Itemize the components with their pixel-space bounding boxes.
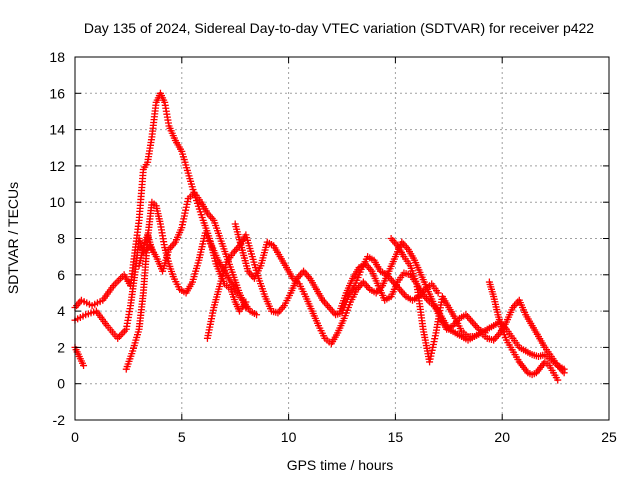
series-track-10 [135,231,156,270]
y-tick-label: 10 [49,194,65,210]
y-tick-label: 2 [57,339,65,355]
y-tick-label: 12 [49,158,65,174]
x-tick-label: 5 [178,429,186,445]
y-axis-label: SDTVAR / TECUs [5,182,21,294]
series-track-1 [71,89,250,315]
x-axis-label: GPS time / hours [287,457,394,473]
series-track-5 [203,231,442,342]
data-point [148,245,156,253]
data-points [71,89,568,384]
data-point [253,311,261,319]
series-track-8 [387,235,568,377]
y-tick-label: 16 [49,85,65,101]
series-track-4 [122,198,261,373]
y-tick-label: 6 [57,267,65,283]
x-tick-label: 25 [601,429,617,445]
x-tick-label: 10 [281,429,297,445]
data-point [434,289,442,297]
series-track-9 [485,278,562,384]
chart-title: Day 135 of 2024, Sidereal Day-to-day VTE… [84,20,594,36]
data-point [80,362,88,370]
x-tick-label: 15 [388,429,404,445]
x-axis-ticks: 0 5 10 15 20 25 [71,57,617,445]
y-tick-label: -2 [53,412,66,428]
y-tick-label: 0 [57,376,65,392]
y-tick-label: 8 [57,231,65,247]
data-point [554,376,562,384]
x-tick-label: 20 [494,429,510,445]
x-tick-label: 0 [71,429,79,445]
y-axis-ticks: -2 0 2 4 6 8 10 12 14 16 18 [49,49,609,428]
y-tick-label: 4 [57,303,65,319]
data-point [560,369,568,377]
y-tick-label: 18 [49,49,65,65]
y-tick-label: 14 [49,122,65,138]
